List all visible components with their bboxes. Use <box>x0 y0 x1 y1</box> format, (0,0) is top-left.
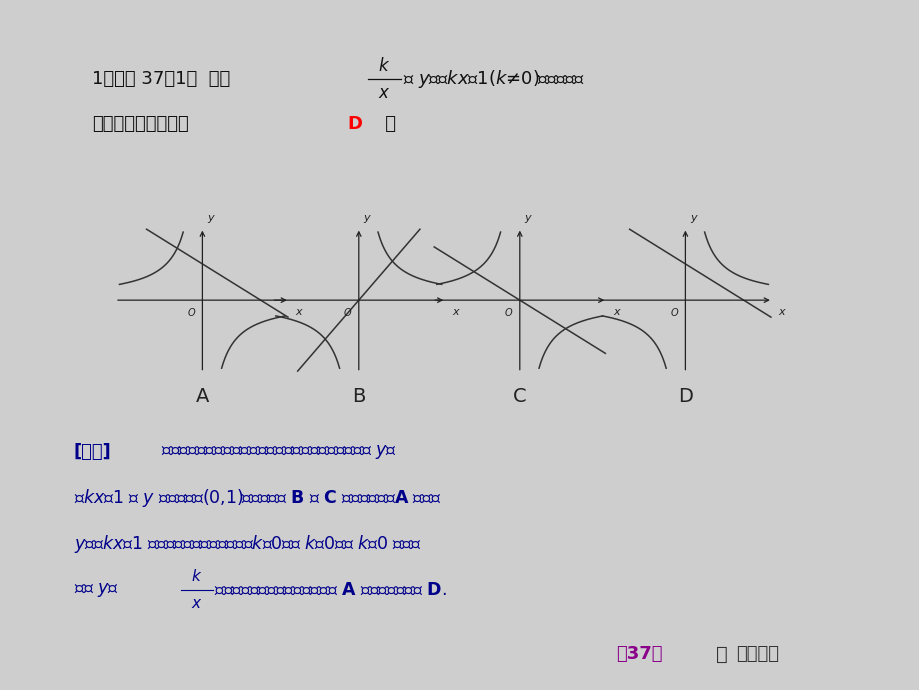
Text: D: D <box>677 387 692 406</box>
Text: $O$: $O$ <box>669 306 678 317</box>
Text: $O$: $O$ <box>187 306 196 317</box>
Text: 两分支各在第一、三象限，所以 $\mathbf{A}$ 可以排除．故选 $\mathbf{D}$.: 两分支各在第一、三象限，所以 $\mathbf{A}$ 可以排除．故选 $\ma… <box>214 581 447 599</box>
Text: $x$: $x$ <box>295 307 304 317</box>
Text: ）: ） <box>368 115 395 133</box>
Text: $k$: $k$ <box>378 57 391 75</box>
Text: $x$: $x$ <box>612 307 621 317</box>
Text: ｜: ｜ <box>715 644 727 664</box>
Text: $k$: $k$ <box>191 568 202 584</box>
Text: $O$: $O$ <box>343 306 352 317</box>
Text: $y$: $y$ <box>689 213 698 225</box>
Text: D: D <box>347 115 362 133</box>
Text: $x$: $x$ <box>451 307 460 317</box>
Text: $y$: $y$ <box>207 213 216 225</box>
Text: 曲线 $y$＝: 曲线 $y$＝ <box>74 581 119 599</box>
Text: $x$: $x$ <box>777 307 787 317</box>
Text: 与 $y$＝－$kx$＋1($k$≠0)在同一坐标: 与 $y$＝－$kx$＋1($k$≠0)在同一坐标 <box>403 68 584 90</box>
Text: 系内的图象大致为（: 系内的图象大致为（ <box>92 115 188 133</box>
Text: B: B <box>352 387 365 406</box>
Text: $y$: $y$ <box>524 213 533 225</box>
Text: －$kx$＋1 与 $y$ 轴的交点为(0,1)，所以选项 $\mathbf{B}$ 和 $\mathbf{C}$ 都可以排除．$\mathbf{A}$ 中直线: －$kx$＋1 与 $y$ 轴的交点为(0,1)，所以选项 $\mathbf{B… <box>74 487 440 509</box>
Text: 函数问题: 函数问题 <box>735 645 778 663</box>
Text: 第37讲: 第37讲 <box>616 645 663 663</box>
Text: $x$: $x$ <box>191 596 202 611</box>
Text: $x$: $x$ <box>378 84 391 102</box>
Text: $O$: $O$ <box>504 306 513 317</box>
Text: $y$＝－$kx$＋1 经过第一、二、四象限，－$k$＜0，则 $k$＞0，而 $k$＞0 时，双: $y$＝－$kx$＋1 经过第一、二、四象限，－$k$＜0，则 $k$＞0，而 … <box>74 533 420 555</box>
Text: 1．如图 37－1，  函数: 1．如图 37－1， 函数 <box>92 70 236 88</box>
Text: A: A <box>196 387 209 406</box>
Text: 本题考查反比例函数图象与性质的应用，因为一次函数 $y$＝: 本题考查反比例函数图象与性质的应用，因为一次函数 $y$＝ <box>156 443 397 461</box>
Text: C: C <box>513 387 526 406</box>
Text: $y$: $y$ <box>363 213 372 225</box>
Text: [解析]: [解析] <box>74 443 111 461</box>
